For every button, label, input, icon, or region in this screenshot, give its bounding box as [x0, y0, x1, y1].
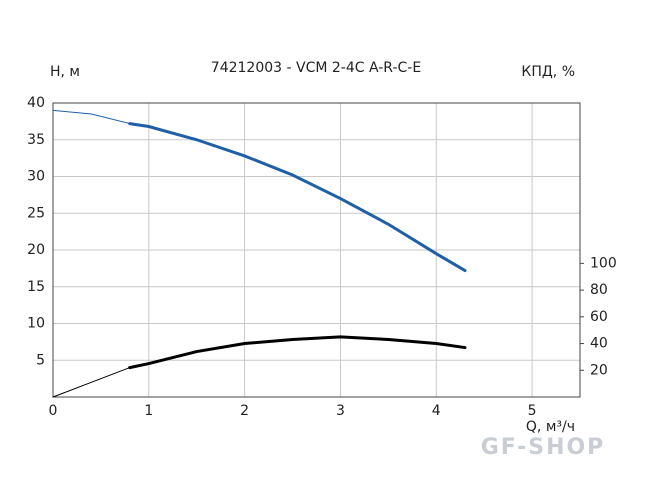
series-line [128, 122, 467, 273]
x-tick-label: 4 [432, 403, 441, 419]
y-tick-label: 35 [27, 132, 45, 148]
watermark: GF-SHOP [481, 435, 606, 460]
y2-tick-label: 100 [590, 255, 617, 271]
series-line [128, 335, 467, 370]
y2-axis-label: КПД, % [521, 64, 575, 80]
x-tick-label: 5 [528, 403, 537, 419]
chart-title: 74212003 - VCM 2-4C A-R-C-E [211, 60, 421, 76]
x-axis-label: Q, м³/ч [526, 419, 575, 435]
series-line [52, 367, 131, 398]
y-tick-label: 25 [27, 205, 45, 221]
x-tick-label: 1 [144, 403, 153, 419]
y-tick-label: 30 [27, 169, 45, 185]
y2-tick-label: 40 [590, 336, 608, 352]
y2-tick-label: 60 [590, 309, 608, 325]
x-tick-label: 2 [240, 403, 249, 419]
y-tick-label: 5 [36, 352, 45, 368]
y-tick-label: 40 [27, 95, 45, 111]
y-tick-label: 10 [27, 316, 45, 332]
x-tick-label: 0 [49, 403, 58, 419]
series-line [52, 109, 131, 125]
y-axis-label: H, м [50, 64, 80, 80]
y2-tick-label: 20 [590, 362, 608, 378]
y-tick-label: 15 [27, 279, 45, 295]
y2-tick-label: 80 [590, 282, 608, 298]
y-tick-label: 20 [27, 242, 45, 258]
x-tick-label: 3 [336, 403, 345, 419]
plot-frame [52, 102, 581, 398]
